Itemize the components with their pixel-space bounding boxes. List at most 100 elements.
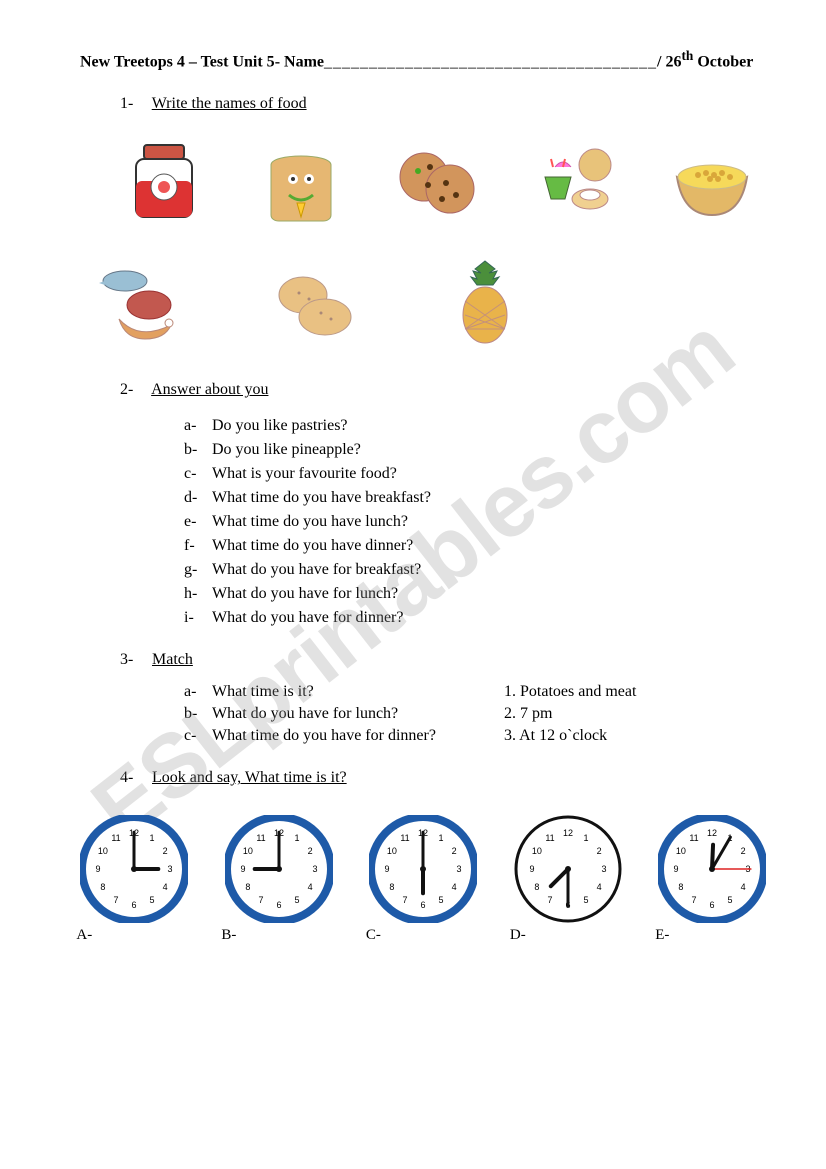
- match-label: c-: [184, 727, 212, 745]
- q-text: What do you have for breakfast?: [212, 561, 421, 578]
- section-3: 3- Match a-What time is it? 1. Potatoes …: [80, 651, 766, 745]
- q-text: What time do you have lunch?: [212, 513, 408, 530]
- svg-text:3: 3: [167, 864, 172, 874]
- svg-text:6: 6: [709, 900, 714, 910]
- svg-text:11: 11: [689, 833, 698, 843]
- svg-text:9: 9: [240, 864, 245, 874]
- food-toast: [247, 137, 354, 235]
- svg-text:2: 2: [596, 846, 601, 856]
- section-1: 1- Write the names of food: [80, 95, 766, 357]
- svg-text:7: 7: [113, 896, 118, 906]
- svg-text:7: 7: [691, 896, 696, 906]
- svg-text:7: 7: [258, 896, 263, 906]
- svg-text:9: 9: [384, 864, 389, 874]
- date-month: October: [697, 53, 753, 70]
- food-jam: [110, 137, 217, 235]
- svg-text:7: 7: [402, 896, 407, 906]
- svg-text:4: 4: [596, 882, 601, 892]
- svg-text:1: 1: [438, 833, 443, 843]
- svg-text:8: 8: [534, 882, 539, 892]
- match-right-text: 2. 7 pm: [504, 705, 766, 723]
- svg-text:10: 10: [676, 846, 686, 856]
- clock-label: A-: [30, 927, 138, 944]
- svg-text:1: 1: [583, 833, 588, 843]
- clock-C: 123456789101112 C-: [369, 815, 477, 944]
- section-heading: Answer about you: [151, 381, 268, 398]
- match-left-text: What time is it?: [212, 683, 314, 700]
- section-heading: Match: [152, 651, 193, 668]
- question-list: a-Do you like pastries? b-Do you like pi…: [184, 417, 766, 627]
- svg-text:10: 10: [242, 846, 252, 856]
- svg-text:2: 2: [307, 846, 312, 856]
- svg-text:3: 3: [456, 864, 461, 874]
- clock-label: D-: [464, 927, 572, 944]
- svg-text:6: 6: [420, 900, 425, 910]
- match-left-text: What time do you have for dinner?: [212, 727, 436, 744]
- food-potatoes: [260, 259, 370, 357]
- clock-label: B-: [175, 927, 283, 944]
- date-suffix: th: [681, 48, 693, 63]
- clock-A: 123456789101112 A-: [80, 815, 188, 944]
- svg-text:9: 9: [95, 864, 100, 874]
- svg-text:2: 2: [452, 846, 457, 856]
- svg-text:4: 4: [163, 882, 168, 892]
- q-text: What do you have for lunch?: [212, 585, 398, 602]
- svg-text:9: 9: [673, 864, 678, 874]
- svg-text:6: 6: [131, 900, 136, 910]
- section-2: 2- Answer about you a-Do you like pastri…: [80, 381, 766, 627]
- svg-text:1: 1: [294, 833, 299, 843]
- worksheet-page: ESLprintables.com New Treetops 4 – Test …: [0, 0, 826, 1169]
- clock-D: 123456789101112 D-: [514, 815, 622, 944]
- match-right-text: 1. Potatoes and meat: [504, 683, 766, 701]
- food-row-2: [90, 259, 766, 357]
- match-left-text: What do you have for lunch?: [212, 705, 398, 722]
- svg-text:9: 9: [529, 864, 534, 874]
- unit-title: Test Unit 5: [201, 53, 275, 70]
- q-label: h-: [184, 585, 212, 603]
- q-text: What time do you have breakfast?: [212, 489, 431, 506]
- q-label: f-: [184, 537, 212, 555]
- food-meat: [90, 259, 200, 357]
- svg-text:11: 11: [111, 833, 120, 843]
- svg-text:8: 8: [389, 882, 394, 892]
- svg-text:10: 10: [98, 846, 108, 856]
- food-pastries: [522, 137, 629, 235]
- svg-text:10: 10: [531, 846, 541, 856]
- clock-label: C-: [319, 927, 427, 944]
- svg-text:2: 2: [163, 846, 168, 856]
- svg-text:4: 4: [741, 882, 746, 892]
- q-text: What do you have for dinner?: [212, 609, 403, 626]
- q-label: i-: [184, 609, 212, 627]
- q-label: e-: [184, 513, 212, 531]
- clock-label: E-: [608, 927, 716, 944]
- match-list: a-What time is it? 1. Potatoes and meat …: [184, 683, 766, 745]
- match-label: b-: [184, 705, 212, 723]
- svg-text:5: 5: [583, 896, 588, 906]
- svg-text:8: 8: [245, 882, 250, 892]
- svg-text:11: 11: [400, 833, 409, 843]
- svg-text:6: 6: [276, 900, 281, 910]
- section-num: 2-: [120, 381, 148, 399]
- svg-text:10: 10: [387, 846, 397, 856]
- svg-text:3: 3: [601, 864, 606, 874]
- q-label: d-: [184, 489, 212, 507]
- svg-text:12: 12: [707, 828, 717, 838]
- name-blank[interactable]: _____________________________________: [324, 53, 657, 70]
- book-title: New Treetops 4: [80, 53, 185, 70]
- svg-text:4: 4: [307, 882, 312, 892]
- q-text: Do you like pineapple?: [212, 441, 361, 458]
- food-cereal: [659, 137, 766, 235]
- name-label: Name: [284, 53, 324, 70]
- section-num: 1-: [120, 95, 148, 113]
- food-pineapple: [430, 259, 540, 357]
- worksheet-header: New Treetops 4 – Test Unit 5- Name______…: [80, 48, 766, 71]
- svg-text:8: 8: [678, 882, 683, 892]
- svg-text:1: 1: [149, 833, 154, 843]
- food-cookies: [384, 137, 491, 235]
- svg-text:12: 12: [562, 828, 572, 838]
- section-heading: Look and say, What time is it?: [152, 769, 347, 786]
- svg-text:8: 8: [100, 882, 105, 892]
- svg-text:11: 11: [256, 833, 265, 843]
- match-label: a-: [184, 683, 212, 701]
- q-label: c-: [184, 465, 212, 483]
